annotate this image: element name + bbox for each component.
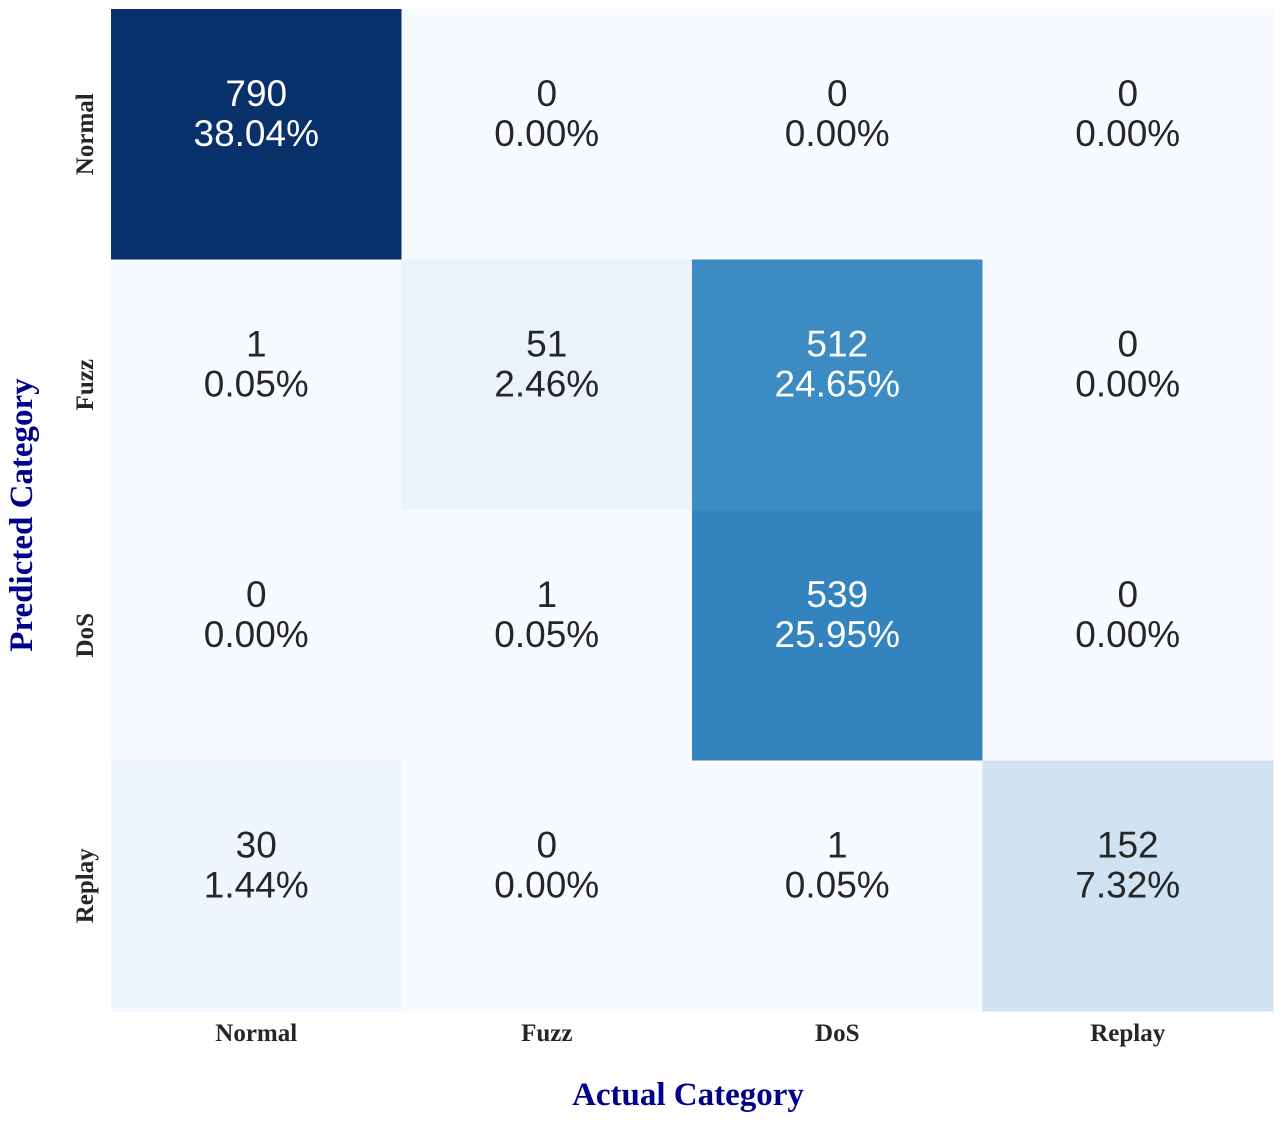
cell-percentage-label: 0.05%: [785, 865, 890, 906]
cell-percentage-label: 0.00%: [1075, 364, 1180, 405]
x-tick-label: Normal: [215, 1020, 297, 1047]
heatmap-cell: [401, 760, 693, 1012]
cell-count-label: 512: [806, 324, 868, 365]
y-tick-label: Replay: [72, 848, 99, 924]
cell-count-label: 0: [246, 574, 267, 615]
heatmap-cell: [982, 510, 1274, 761]
heatmap-cell: [401, 9, 693, 260]
heatmap-cell: [401, 510, 693, 761]
cell-percentage-label: 0.00%: [1075, 614, 1180, 655]
cell-count-label: 1: [536, 574, 557, 615]
cell-count-label: 0: [1117, 73, 1138, 114]
cell-percentage-label: 24.65%: [775, 364, 901, 405]
heatmap-cell: [111, 510, 402, 761]
x-axis-tick-labels: Normal Fuzz DoS Replay: [215, 1020, 1165, 1047]
x-axis-label: Actual Category: [572, 1077, 804, 1113]
cell-percentage-label: 0.00%: [204, 614, 309, 655]
cell-percentage-label: 0.00%: [1075, 113, 1180, 154]
heatmap-cell: [982, 9, 1274, 260]
cell-count-label: 0: [827, 73, 848, 114]
y-tick-label: Fuzz: [72, 359, 99, 410]
cell-count-label: 0: [536, 73, 557, 114]
cell-percentage-label: 0.00%: [494, 113, 599, 154]
cell-percentage-label: 7.32%: [1075, 865, 1180, 906]
heatmap-cell: [401, 259, 693, 511]
cell-percentage-label: 1.44%: [204, 865, 309, 906]
y-axis-tick-labels: Normal Fuzz DoS Replay: [72, 93, 99, 923]
cell-count-label: 790: [225, 73, 287, 114]
cell-percentage-label: 2.46%: [494, 364, 599, 405]
heatmap-cell: [982, 760, 1274, 1012]
cell-count-label: 0: [536, 825, 557, 866]
y-tick-label: DoS: [72, 613, 99, 657]
heatmap-cell: [692, 9, 983, 260]
y-axis-label: Predicted Category: [4, 378, 40, 652]
heatmap-cell: [692, 259, 983, 511]
heatmap-cell: [111, 259, 402, 511]
cell-count-label: 1: [246, 324, 267, 365]
heatmap-cell: [692, 510, 983, 761]
y-tick-label: Normal: [72, 93, 99, 175]
cell-percentage-label: 0.00%: [785, 113, 890, 154]
x-tick-label: Fuzz: [521, 1020, 572, 1047]
cell-count-label: 51: [526, 324, 567, 365]
cell-count-label: 0: [1117, 574, 1138, 615]
heatmap-cell: [111, 9, 402, 260]
cell-count-label: 539: [806, 574, 868, 615]
cell-count-label: 0: [1117, 324, 1138, 365]
cell-percentage-label: 0.00%: [494, 865, 599, 906]
cell-percentage-label: 25.95%: [775, 614, 901, 655]
heatmap-cell: [111, 760, 402, 1012]
cell-count-label: 1: [827, 825, 848, 866]
cell-count-label: 30: [236, 825, 277, 866]
heatmap-cell-labels: 79038.04%00.00%00.00%00.00%10.05%512.46%…: [194, 73, 1181, 906]
heatmap-cell: [982, 259, 1274, 511]
x-tick-label: DoS: [815, 1020, 859, 1047]
cell-percentage-label: 0.05%: [494, 614, 599, 655]
cell-count-label: 152: [1097, 825, 1159, 866]
x-tick-label: Replay: [1090, 1020, 1166, 1047]
cell-percentage-label: 38.04%: [194, 113, 320, 154]
heatmap-cells: [111, 9, 1274, 1012]
heatmap-cell: [692, 760, 983, 1012]
cell-percentage-label: 0.05%: [204, 364, 309, 405]
